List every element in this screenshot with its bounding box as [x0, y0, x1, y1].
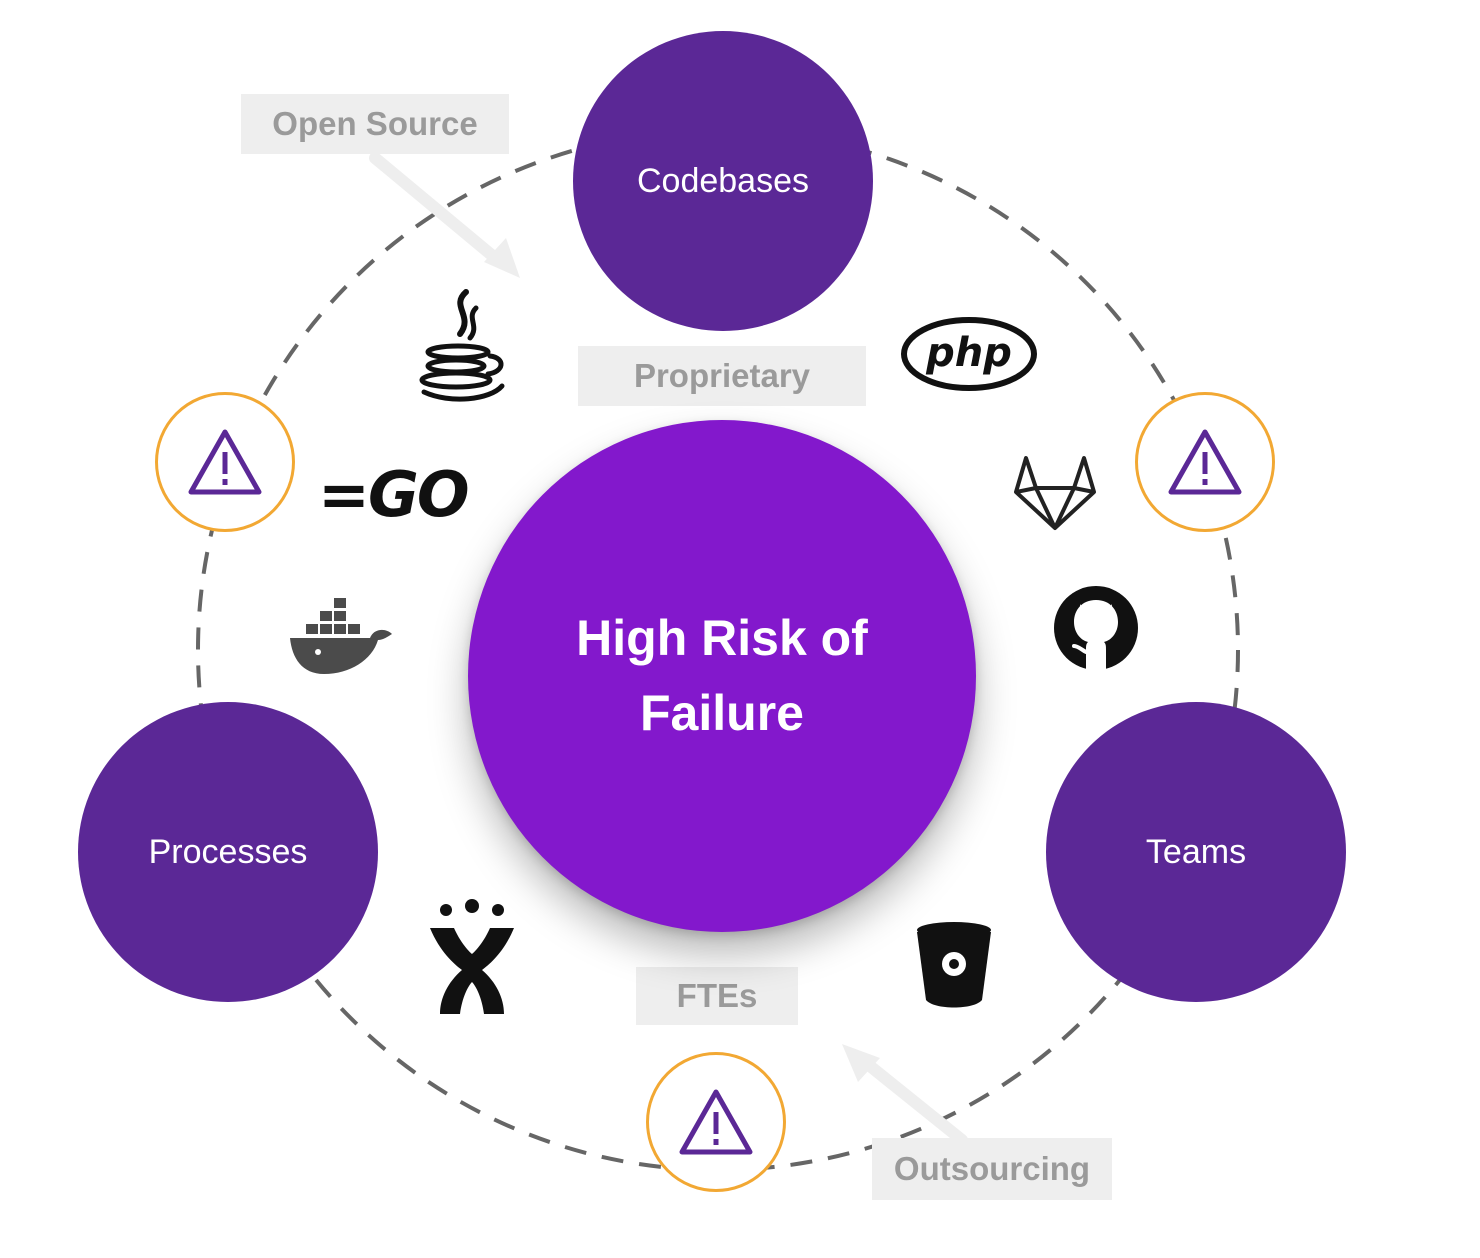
node-codebases-label: Codebases	[636, 161, 809, 200]
warning-badge-bottom	[646, 1052, 786, 1192]
node-codebases: Codebases	[573, 31, 873, 331]
tag-open-source: Open Source	[241, 94, 509, 154]
arrow-icon	[369, 152, 520, 278]
php-logo-text: php	[925, 330, 1012, 376]
docker-icon	[290, 598, 392, 674]
warning-icon	[679, 1089, 753, 1155]
warning-badge-right	[1135, 392, 1275, 532]
tag-proprietary: Proprietary	[578, 346, 866, 406]
node-processes-label: Processes	[148, 832, 308, 871]
node-processes: Processes	[78, 702, 378, 1002]
node-center-label: High Risk of Failure	[576, 610, 868, 741]
tag-ftes: FTEs	[636, 967, 798, 1025]
gitlab-icon	[1014, 456, 1096, 530]
warning-icon	[188, 429, 262, 495]
go-logo-text: =GO	[318, 458, 470, 531]
warning-icon	[1168, 429, 1242, 495]
jira-icon	[430, 899, 514, 1014]
warning-badge-left	[155, 392, 295, 532]
node-center: High Risk of Failure	[468, 420, 976, 932]
tag-outsourcing: Outsourcing	[872, 1138, 1112, 1200]
github-icon	[1054, 586, 1138, 670]
go-icon: =GO	[318, 455, 470, 535]
java-icon	[419, 289, 505, 402]
node-teams-label: Teams	[1145, 832, 1247, 871]
node-teams: Teams	[1046, 702, 1346, 1002]
bitbucket-icon	[917, 922, 991, 1008]
php-icon: php	[901, 317, 1037, 391]
arrow-icon	[842, 1044, 968, 1146]
